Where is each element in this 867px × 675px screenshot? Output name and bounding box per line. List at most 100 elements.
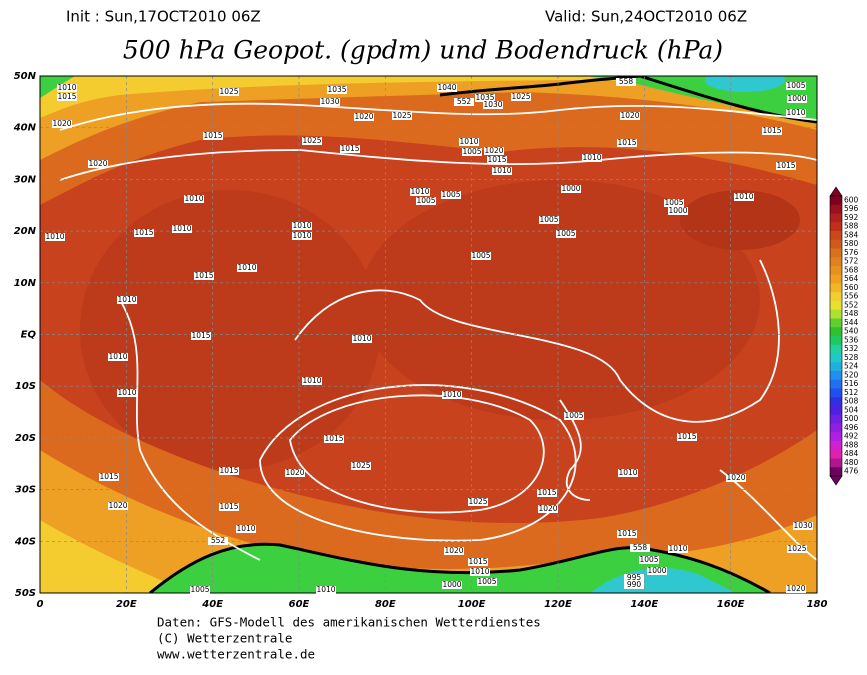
contour-label: 1005 [462,147,482,156]
contour-label-box [437,84,457,92]
contour-label-box [617,139,637,147]
colorbar-step [830,283,842,293]
contour-label-text: 1030 [793,521,812,530]
colorbar-step [830,441,842,451]
colorbar-step [830,274,842,284]
lon-label: 120E [544,599,572,610]
contour-label-box [539,216,559,224]
contour-label-text: 1015 [776,161,795,170]
colorbar-label: 488 [844,440,859,449]
colorbar-step [830,257,842,267]
contour-label-box [316,586,336,594]
colorbar-arrow-bottom [829,475,843,486]
footer-source: Daten: GFS-Modell des amerikanischen Wet… [157,615,541,630]
colorbar-step [830,371,842,381]
colorbar-label: 588 [844,222,859,231]
contour-label-text: 1015 [57,92,76,101]
colorbar-step [830,239,842,249]
lat-label: 20N [14,226,37,237]
contour-label-box [664,199,684,207]
contour-label-box [302,137,322,145]
contour-label: 552 [208,536,228,545]
contour-label-text: 1000 [787,94,806,103]
contour-label-box [647,567,667,575]
contour-label-box [117,296,137,304]
contour-label: 1015 [762,126,782,135]
contour-label: 1015 [617,529,637,538]
contour-label-box [487,156,507,164]
contour-label-box [184,195,204,203]
contour-label-box [468,558,488,566]
colorbar-step [830,204,842,214]
colorbar-label: 516 [844,379,859,388]
contour-label-box [668,545,688,553]
contour-label-text: 1005 [786,81,805,90]
contour-label-box [99,473,119,481]
contour-label-box [787,545,807,553]
colorbar-step [830,292,842,302]
contour-label-box [292,232,312,240]
contour-label-box [624,581,644,589]
contour-label-box [134,229,154,237]
contour-label: 1015 [324,434,344,443]
contour-label-text: 558 [633,543,648,552]
contour-label: 1010 [316,585,336,594]
contour-label: 1015 [134,228,154,237]
contour-label: 558 [630,543,650,552]
contour-label-box [410,188,430,196]
init-time: Init : Sun,17OCT2010 06Z [66,8,261,26]
contour-label-box [793,522,813,530]
contour-label-box [726,474,746,482]
contour-label-text: 1010 [410,187,429,196]
contour-label: 1020 [285,468,305,477]
contour-label-box [616,78,636,86]
contour-label-text: 1035 [327,85,346,94]
contour-label-box [108,502,128,510]
contour-label-text: 1010 [236,524,255,533]
contour-label-box [444,547,464,555]
lon-label: 80E [375,599,396,610]
colorbar-frame [829,195,843,477]
contour-label: 1010 [237,263,257,272]
lon-label: 160E [717,599,745,610]
contour-label-text: 1025 [468,497,487,506]
contour-label: 1005 [539,215,559,224]
contour-label: 1010 [57,83,77,92]
contour-label-text: 1015 [324,434,343,443]
colorbar-label: 564 [844,274,859,283]
contour-label-box [324,435,344,443]
contour-label: 1020 [444,546,464,555]
contour-label: 1005 [564,411,584,420]
contour-label-text: 1025 [392,111,411,120]
contour-label: 1015 [537,488,557,497]
contour-label-box [459,138,479,146]
contour-label-box [786,82,806,90]
contour-label-text: 1005 [441,190,460,199]
contour-label: 1040 [437,83,457,92]
contour-label-box [470,568,490,576]
contour-label-text: 1020 [354,112,373,121]
contour-label: 1010 [292,231,312,240]
lat-label: 10S [15,381,36,392]
lat-label: 20S [15,433,36,444]
colorbar-label: 536 [844,335,859,344]
contour-label: 1010 [734,192,754,201]
contour-label-text: 1020 [52,119,71,128]
contour-label-text: 1010 [302,376,321,385]
footer-copyright: (C) Wetterzentrale [157,631,292,646]
contour-label-box [203,132,223,140]
lon-label: 60E [289,599,310,610]
colorbar-label: 580 [844,239,859,248]
contour-label-box [442,391,462,399]
contour-label-box [511,93,531,101]
contour-label-box [219,88,239,96]
contour-label: 1030 [793,521,813,530]
contour-label-text: 1005 [639,555,658,564]
colorbar-step [830,301,842,311]
contour-label-box [219,503,239,511]
lat-label: 30N [14,174,37,185]
contour-label-box [617,530,637,538]
contour-label-box [190,586,210,594]
